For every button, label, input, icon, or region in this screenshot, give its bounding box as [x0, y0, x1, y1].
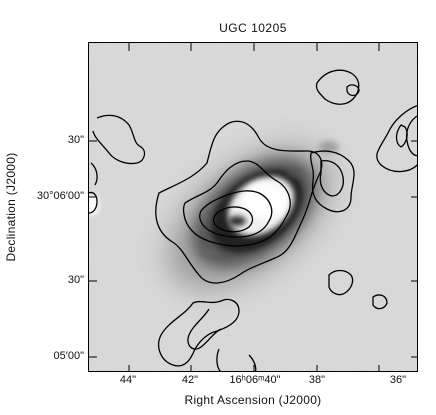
image-frame [88, 42, 418, 372]
xtick-label: 38" [308, 374, 326, 386]
ytick-label: 05′00" [53, 350, 84, 362]
galaxy-image [89, 43, 417, 371]
ytick-label: 30" [67, 274, 84, 286]
xtick-label: 42" [181, 374, 199, 386]
xtick-label: 16ʰ06ᵐ40" [229, 374, 281, 386]
figure-title: UGC 10205 [219, 21, 287, 35]
ytick-label: 30" [67, 134, 84, 146]
y-axis-label: Declination (J2000) [4, 152, 18, 262]
contour-lines [89, 69, 417, 371]
axis-ticks [89, 43, 417, 371]
xtick-label: 44" [119, 374, 137, 386]
ytick-label: 30°06′00" [36, 190, 84, 202]
x-axis-label: Right Ascension (J2000) [184, 393, 322, 407]
xtick-label: 36" [389, 374, 407, 386]
